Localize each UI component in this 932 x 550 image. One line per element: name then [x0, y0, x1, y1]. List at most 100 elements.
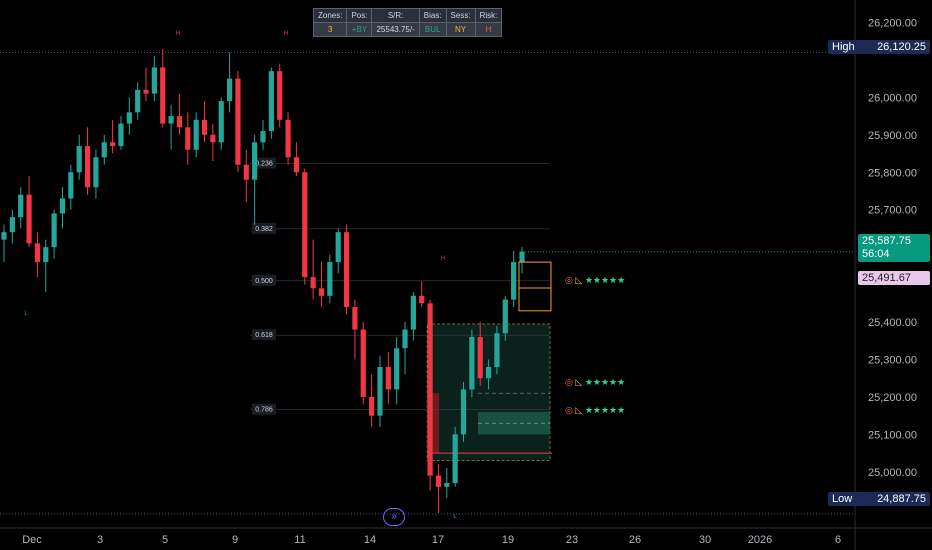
date-tick-label: 11 — [294, 534, 305, 546]
candle-body — [168, 116, 174, 124]
candle-body — [435, 475, 442, 487]
high-value: 26,120.25 — [877, 41, 926, 53]
demand-zone-outline — [426, 323, 551, 461]
scroll-to-realtime-button[interactable]: » — [383, 508, 405, 526]
target-icon: ◎ — [565, 405, 573, 415]
date-tick-label: 26 — [629, 534, 641, 546]
fib-label-box — [252, 222, 276, 234]
date-tick-label: 23 — [566, 534, 578, 546]
candle-body — [43, 247, 49, 263]
candle-body — [201, 119, 208, 135]
demand-zone — [427, 323, 550, 461]
target-marker-row-2: ◎ ◺ ★★★★★ — [565, 377, 625, 388]
date-tick-label: 2026 — [748, 534, 772, 546]
swing-low-mark: L — [453, 514, 457, 520]
rating-stars: ★★★★★ — [584, 377, 626, 387]
date-tick-label: 9 — [232, 534, 238, 546]
target-icon: ◎ — [565, 275, 573, 285]
info-table-value-row: 3 +BY 25543.75/- BUL NY H — [312, 22, 503, 37]
info-table: Zones: Pos: S/R: Bias: Sess: Risk: 3 +BY… — [312, 8, 503, 37]
candle-body — [26, 194, 32, 244]
date-tick-label: 3 — [97, 534, 103, 546]
candle-body — [469, 337, 475, 390]
candle-body — [460, 389, 467, 435]
swing-low-mark: L — [24, 311, 28, 317]
candle-body — [126, 112, 132, 124]
candle-body — [176, 116, 183, 128]
candle-body — [260, 131, 266, 143]
date-tick-label: 17 — [432, 534, 444, 546]
candle-body — [135, 89, 141, 113]
candle-body — [235, 78, 241, 165]
candle-body — [9, 217, 15, 233]
candle-body — [302, 172, 308, 278]
fib-level-label: 0.786 — [255, 407, 273, 414]
info-header-pos: Pos: — [346, 8, 373, 23]
candle-body — [477, 337, 483, 379]
target-marker-row-1: ◎ ◺ ★★★★★ — [565, 275, 625, 286]
candle-body — [18, 194, 24, 218]
price-tick-label: 25,900.00 — [868, 130, 917, 142]
candle-body — [335, 232, 341, 263]
swing-high-mark: H — [284, 31, 288, 37]
info-header-risk: Risk: — [474, 8, 503, 23]
current-price: 25,587.75 — [862, 235, 911, 247]
candle-body — [226, 78, 233, 102]
fib-label-box — [252, 403, 276, 415]
price-tick-label: 25,200.00 — [868, 392, 917, 404]
candle-body — [252, 142, 258, 180]
price-tick-label: 25,100.00 — [868, 429, 917, 441]
candle-body — [419, 295, 425, 304]
price-tick-label: 26,200.00 — [868, 17, 917, 29]
candle-body — [277, 71, 283, 120]
candle-body — [285, 119, 291, 158]
candle-body — [377, 366, 383, 416]
candle-body — [151, 67, 157, 94]
info-header-sr: S/R: — [371, 8, 420, 23]
fib-level-label: 0.500 — [255, 278, 273, 285]
marked-price-badge: 25,491.67 — [858, 271, 930, 285]
marked-price: 25,491.67 — [862, 272, 911, 284]
candle-body — [519, 251, 525, 263]
price-tick-label: 26,000.00 — [868, 92, 917, 104]
candle-body — [185, 127, 191, 150]
candle-body — [93, 157, 99, 188]
candle-body — [293, 157, 300, 173]
rating-stars: ★★★★★ — [584, 275, 626, 285]
price-tick-label: 25,300.00 — [868, 354, 917, 366]
info-table-header-row: Zones: Pos: S/R: Bias: Sess: Risk: — [312, 8, 503, 23]
info-header-zones: Zones: — [312, 8, 348, 23]
low-label: Low — [832, 493, 853, 505]
date-tick-label: Dec — [22, 534, 42, 546]
candle-body — [101, 142, 107, 158]
date-tick-label: 30 — [699, 534, 711, 546]
candle-body — [268, 71, 274, 132]
candle-body — [485, 366, 492, 379]
high-label: High — [832, 41, 855, 53]
candle-body — [360, 329, 366, 397]
candle-body — [143, 89, 149, 94]
candle-body — [160, 67, 166, 124]
info-value-pos: +BY — [346, 22, 373, 37]
candle-body — [34, 243, 41, 263]
candle-body — [1, 232, 7, 240]
info-header-bias: Bias: — [418, 8, 447, 23]
low-value: 24,887.75 — [877, 493, 926, 505]
candle-body — [327, 262, 333, 296]
triangle-icon: ◺ — [575, 275, 583, 285]
target-icon: ◎ — [565, 377, 573, 387]
candle-body — [318, 288, 325, 296]
fib-label-box — [252, 274, 276, 286]
info-value-zones: 3 — [312, 22, 348, 37]
candle-body — [84, 146, 91, 188]
date-tick-label: 14 — [364, 534, 376, 546]
info-value-risk: H — [474, 22, 503, 37]
info-value-bias: BUL — [418, 22, 447, 37]
fib-label-box — [252, 329, 276, 341]
info-value-sr: 25543.75/- — [371, 22, 420, 37]
candle-body — [427, 303, 433, 476]
target-box — [518, 261, 552, 312]
candle-body — [210, 134, 216, 143]
candle-body — [410, 295, 416, 330]
